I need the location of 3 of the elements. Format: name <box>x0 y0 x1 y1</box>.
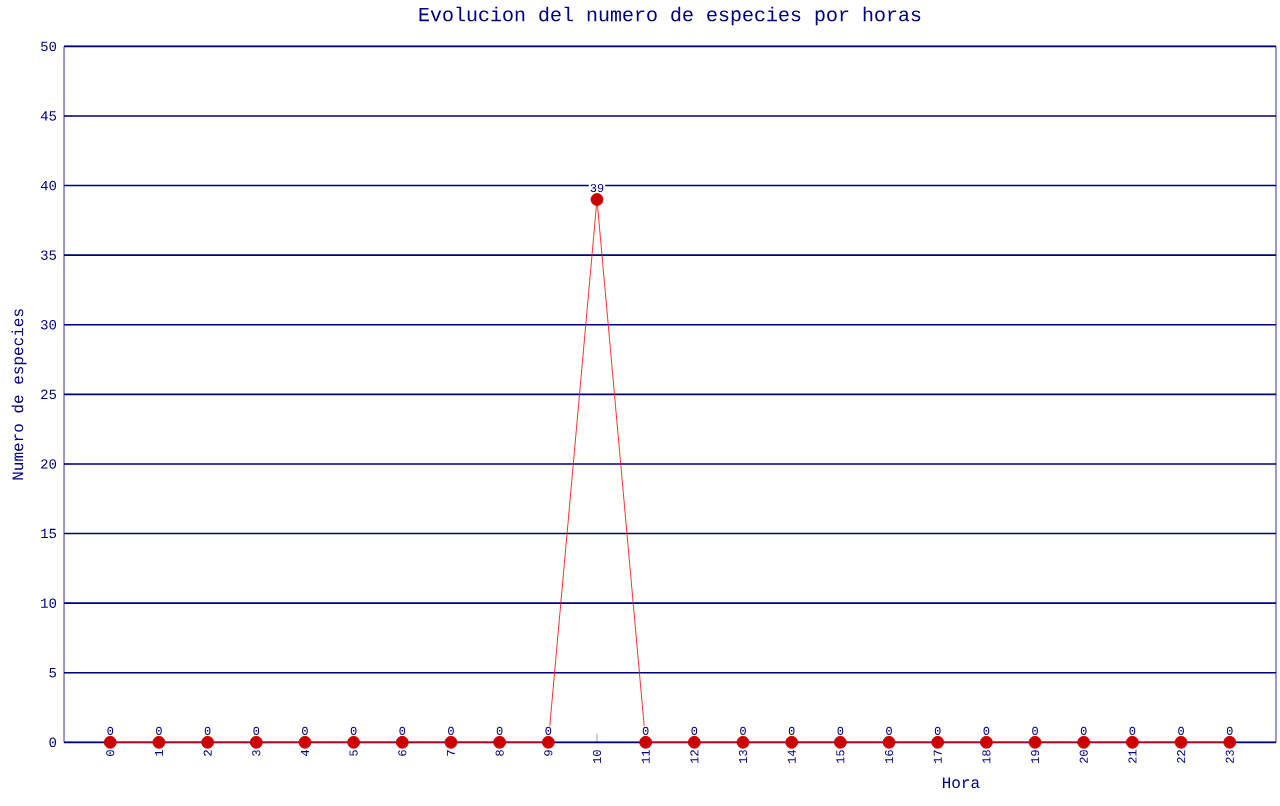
chart-title: Evolucion del numero de especies por horas <box>419 6 921 26</box>
x-axis-title: Hora <box>942 777 980 788</box>
y-axis-title: Numero de especies <box>11 309 27 480</box>
